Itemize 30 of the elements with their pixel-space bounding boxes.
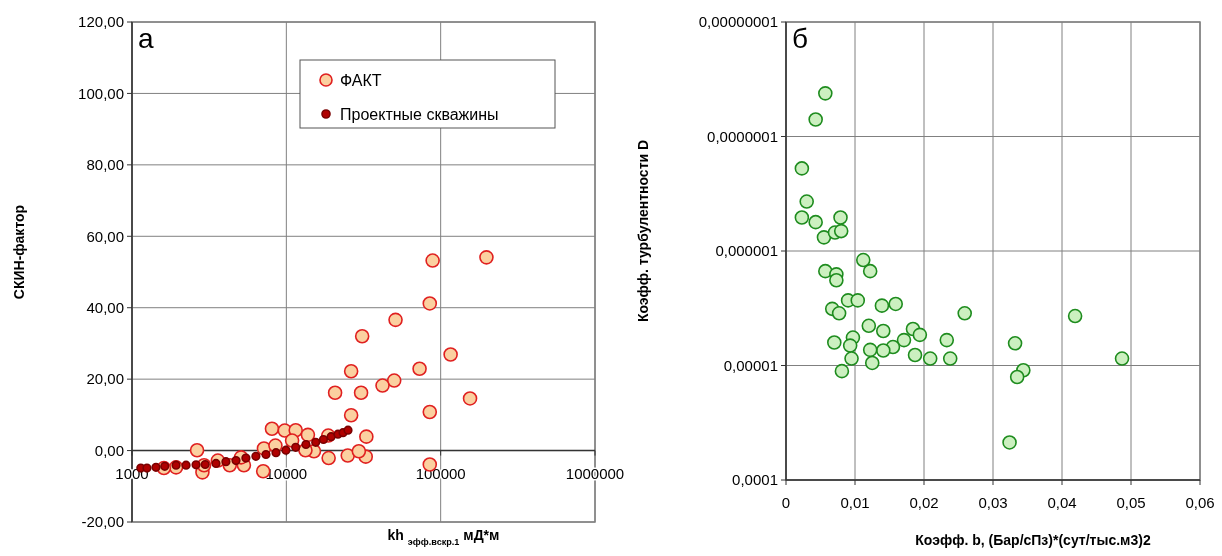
x-axis-title: Коэфф. b, (Бар/сПз)*(сут/тыс.м3)2 [915,532,1151,548]
y-tick-label: 20,00 [86,370,124,388]
legend-label: Проектные скважины [340,105,499,123]
y-axis-title: Коэфф. турбулентности D [635,139,651,323]
y-tick-label: 0,0001 [732,471,778,489]
y-tick-label: 0,000001 [715,242,778,260]
x-axis-title: kh $_{эфф.вскр.1}$ мД*м [387,527,500,547]
x-tick-label: 0,01 [840,494,870,511]
x-tick-label: 0,02 [909,494,939,511]
y-tick-label: 100,00 [78,84,124,102]
x-tick-label: 1000000 [565,464,625,482]
y-tick-label: 60,00 [86,227,124,245]
y-axis-title: СКИН-фактор [11,204,27,300]
annotation: б [792,23,809,54]
annotation: а [138,23,154,54]
y-tick-label: -20,00 [81,513,124,531]
y-tick-label: 0,00001 [723,356,778,374]
y-tick-label: 0,0000001 [707,127,778,145]
y-tick-label: 40,00 [86,298,124,316]
x-tick-label: 100000 [415,464,466,482]
x-tick-label: 0,03 [978,494,1008,511]
x-tick-label: 0 [781,494,791,511]
y-tick-label: 0,00 [94,441,124,459]
y-tick-label: 80,00 [86,156,124,174]
y-tick-label: 0,00000001 [698,13,778,31]
x-tick-label: 0,04 [1047,494,1077,511]
y-tick-label: 120,00 [78,13,124,31]
x-tick-label: 0,05 [1116,494,1146,511]
legend-label: ФАКТ [340,71,382,89]
x-tick-label: 0,06 [1185,494,1215,511]
